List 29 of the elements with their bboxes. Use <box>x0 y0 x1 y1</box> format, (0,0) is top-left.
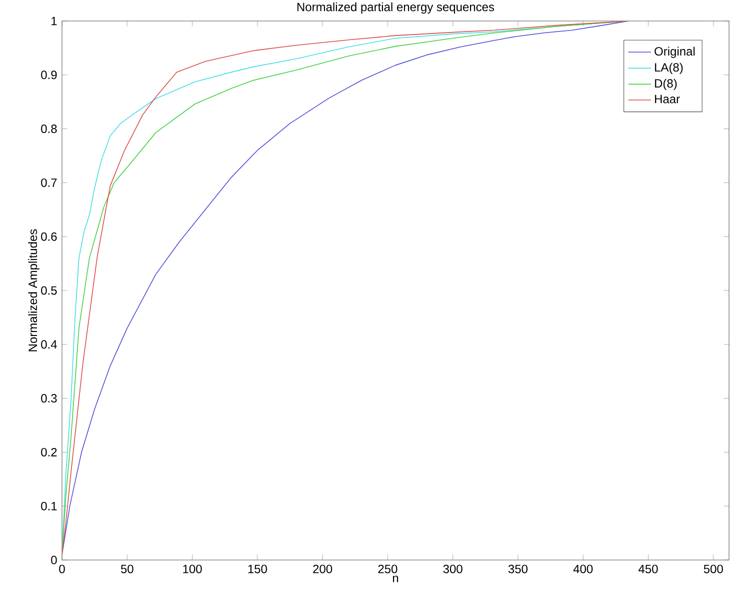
y-tick-label: 0.8 <box>41 124 57 134</box>
chart-title: Normalized partial energy sequences <box>297 2 494 14</box>
y-tick-label: 1 <box>52 16 57 26</box>
legend-label: Original <box>654 46 695 58</box>
x-tick-label: 250 <box>378 564 398 574</box>
y-tick-label: 0 <box>51 556 57 564</box>
x-tick-label: 0 <box>59 564 65 574</box>
y-tick-label: 0.7 <box>41 178 57 187</box>
legend-label: D(8) <box>655 78 677 90</box>
x-tick-label: 150 <box>248 564 267 574</box>
x-tick-label: 300 <box>443 564 462 574</box>
y-tick-label: 0.3 <box>41 394 57 403</box>
x-axis-title: n <box>392 576 398 582</box>
x-tick-label: 50 <box>120 564 134 574</box>
x-tick-label: 450 <box>638 564 658 574</box>
x-tick-label: 400 <box>573 564 593 574</box>
x-tick-label: 500 <box>704 564 723 574</box>
y-tick-label: 0.4 <box>41 340 57 349</box>
y-tick-label: 0.1 <box>41 502 57 510</box>
y-tick-label: 0.5 <box>41 286 57 295</box>
x-tick-label: 100 <box>183 564 202 574</box>
legend-label: Haar <box>655 94 680 104</box>
y-tick-label: 0.9 <box>41 70 57 80</box>
y-axis-title: Normalized Amplitudes <box>28 229 40 352</box>
x-tick-label: 200 <box>313 564 332 574</box>
x-tick-label: 350 <box>508 564 528 574</box>
legend-label: LA(8) <box>655 62 683 74</box>
y-tick-label: 0.6 <box>41 232 57 241</box>
y-tick-label: 0.2 <box>41 448 57 456</box>
